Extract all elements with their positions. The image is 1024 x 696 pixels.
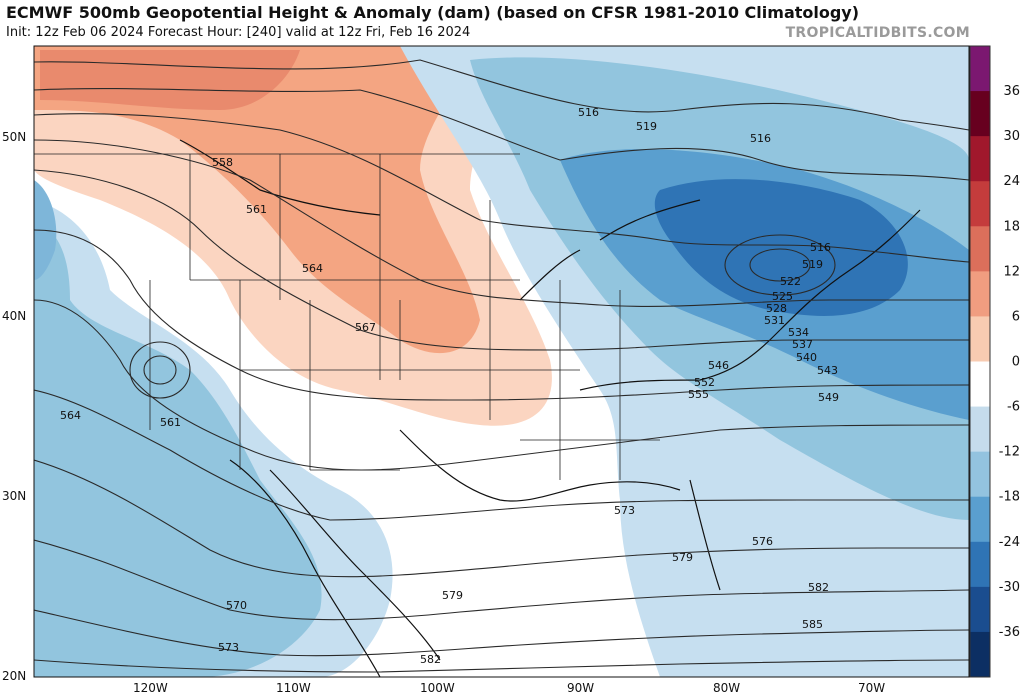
positive-anomaly-max	[40, 50, 300, 110]
lon-label-70w: 70W	[858, 681, 885, 695]
watermark: TROPICALTIDBITS.COM	[785, 25, 970, 41]
colorbar-swatch	[970, 586, 990, 633]
colorbar-swatch	[970, 181, 990, 227]
colorbar-swatch	[970, 136, 990, 182]
lon-label-110w: 110W	[276, 681, 311, 695]
contour-label: 546	[708, 359, 729, 372]
colorbar-label: -6	[1007, 400, 1020, 415]
latitude-labels: 50N 40N 30N 20N	[2, 130, 26, 683]
contour-label: 582	[808, 581, 829, 594]
lon-label-80w: 80W	[713, 681, 740, 695]
political-borders	[34, 153, 660, 480]
coastlines	[179, 139, 921, 677]
contour-label: 564	[302, 262, 323, 275]
contour-label: 561	[246, 203, 267, 216]
contour-label: 579	[442, 589, 463, 602]
contour-label: 585	[802, 618, 823, 631]
contour-label: 549	[818, 391, 839, 404]
colorbar-swatch	[970, 406, 990, 453]
colorbar-label: -36	[999, 625, 1020, 640]
colorbar-swatch	[970, 316, 990, 362]
colorbar-swatch	[970, 46, 990, 92]
colorbar-label: 18	[1003, 219, 1020, 234]
colorbar-label: 6	[1012, 309, 1020, 324]
colorbar-labels: 36 30 24 18 12 6 0 -6 -12 -18 -24 -30 -36	[999, 84, 1020, 640]
lat-label-40n: 40N	[2, 309, 26, 323]
lat-label-20n: 20N	[2, 669, 26, 683]
contour-label: 534	[788, 326, 809, 339]
colorbar-label: 30	[1003, 129, 1020, 144]
colorbar-swatch	[970, 361, 990, 408]
contour-label: 519	[636, 120, 657, 133]
chart-subtitle: Init: 12z Feb 06 2024 Forecast Hour: [24…	[6, 25, 471, 40]
contour-label: 528	[766, 302, 787, 315]
contour-label: 531	[764, 314, 785, 327]
colorbar-swatch	[970, 631, 990, 678]
contour-label: 573	[218, 641, 239, 654]
colorbar-frame	[969, 45, 991, 678]
contour-label: 516	[810, 241, 831, 254]
colorbar-label: 12	[1003, 264, 1020, 279]
colorbar-label: 36	[1003, 84, 1020, 99]
contour-label: 516	[578, 106, 599, 119]
contour-label: 561	[160, 416, 181, 429]
chart-title: ECMWF 500mb Geopotential Height & Anomal…	[6, 3, 860, 22]
contour-label: 579	[672, 551, 693, 564]
colorbar-label: 0	[1012, 355, 1020, 370]
contour-label: 552	[694, 376, 715, 389]
map-frame	[33, 45, 970, 678]
contour-label: 570	[226, 599, 247, 612]
lat-label-30n: 30N	[2, 489, 26, 503]
colorbar-swatch	[970, 451, 990, 498]
contour-label: 522	[780, 275, 801, 288]
colorbar-swatch	[970, 91, 990, 137]
colorbar-label: 24	[1003, 174, 1020, 189]
longitude-labels: 120W 110W 100W 90W 80W 70W	[133, 681, 885, 695]
colorbar-label: -12	[999, 445, 1020, 460]
colorbar-swatch	[970, 496, 990, 543]
height-contours	[34, 59, 969, 673]
lon-label-120w: 120W	[133, 681, 168, 695]
lon-label-100w: 100W	[420, 681, 455, 695]
colorbar-label: -30	[999, 580, 1020, 595]
colorbar-swatch	[970, 226, 990, 272]
contour-label: 543	[817, 364, 838, 377]
contour-label: 516	[750, 132, 771, 145]
colorbar-label: -24	[999, 535, 1020, 550]
positive-anomaly-core	[34, 46, 480, 354]
contour-labels: 516 519 516 558 561 564 567 516 519 522 …	[60, 106, 839, 666]
contour-label: 540	[796, 351, 817, 364]
contour-label: 582	[420, 653, 441, 666]
contour-label: 537	[792, 338, 813, 351]
contour-label: 555	[688, 388, 709, 401]
lon-label-90w: 90W	[567, 681, 594, 695]
colorbar-swatch	[970, 271, 990, 317]
colorbar	[969, 45, 991, 678]
contour-label: 564	[60, 409, 81, 422]
lat-label-50n: 50N	[2, 130, 26, 144]
map-canvas: 516 519 516 558 561 564 567 516 519 522 …	[34, 46, 969, 677]
contour-label: 573	[614, 504, 635, 517]
contour-label: 558	[212, 156, 233, 169]
contour-label: 576	[752, 535, 773, 548]
contour-label: 567	[355, 321, 376, 334]
contour-label: 525	[772, 290, 793, 303]
contour-label: 519	[802, 258, 823, 271]
colorbar-label: -18	[999, 490, 1020, 505]
colorbar-swatch	[970, 541, 990, 588]
negative-anomaly-core	[654, 179, 908, 316]
